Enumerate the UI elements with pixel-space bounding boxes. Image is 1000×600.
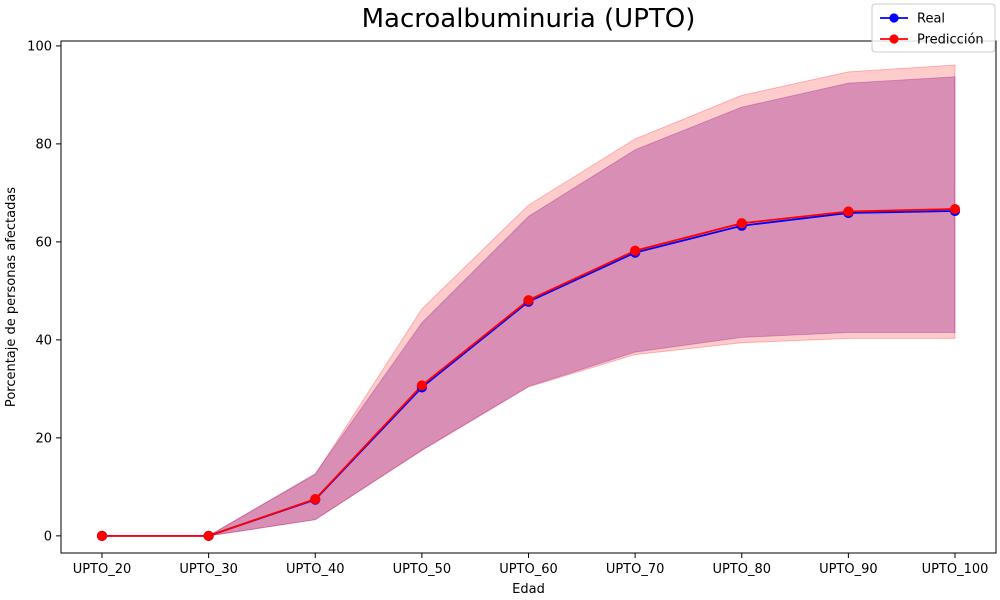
x-tick-label: UPTO_50 — [393, 562, 452, 577]
x-tick-label: UPTO_80 — [712, 562, 771, 577]
point-prediccion-UPTO_70 — [630, 245, 641, 256]
y-tick-label: 40 — [35, 333, 52, 348]
point-prediccion-UPTO_80 — [736, 218, 747, 229]
legend-box — [871, 3, 996, 53]
x-axis-ticks: UPTO_20 UPTO_30 UPTO_40 UPTO_50 UPTO_60 UPTO_… — [73, 553, 989, 577]
x-axis-label: Edad — [512, 582, 545, 597]
y-tick-label: 0 — [44, 529, 52, 544]
x-tick-label: UPTO_90 — [819, 562, 878, 577]
x-tick-label: UPTO_30 — [179, 562, 238, 577]
point-prediccion-UPTO_40 — [310, 494, 321, 505]
legend: Real Predicción — [871, 3, 996, 53]
y-tick-label: 80 — [35, 137, 52, 152]
y-tick-label: 20 — [35, 431, 52, 446]
point-prediccion-UPTO_100 — [949, 203, 961, 215]
point-prediccion-UPTO_30 — [203, 530, 214, 541]
y-tick-label: 100 — [27, 39, 52, 54]
y-axis-label: Porcentaje de personas afectadas — [4, 187, 19, 407]
legend-label: Real — [917, 12, 945, 27]
point-prediccion-UPTO_60 — [523, 295, 534, 306]
chart-title: Macroalbuminuria (UPTO) — [362, 4, 696, 34]
legend-marker — [889, 34, 899, 44]
x-tick-label: UPTO_100 — [922, 562, 989, 577]
y-axis-ticks: 0 20 40 60 80 100 — [27, 39, 61, 544]
legend-label: Predicción — [917, 33, 984, 48]
legend-marker — [889, 13, 899, 23]
x-tick-label: UPTO_70 — [606, 562, 665, 577]
x-tick-label: UPTO_20 — [73, 562, 132, 577]
point-prediccion-UPTO_90 — [843, 206, 854, 217]
point-prediccion-UPTO_50 — [416, 380, 427, 391]
x-tick-label: UPTO_40 — [286, 562, 345, 577]
x-tick-label: UPTO_60 — [499, 562, 558, 577]
series-points — [96, 203, 961, 541]
y-tick-label: 60 — [35, 235, 52, 250]
point-prediccion-UPTO_20 — [96, 530, 108, 541]
